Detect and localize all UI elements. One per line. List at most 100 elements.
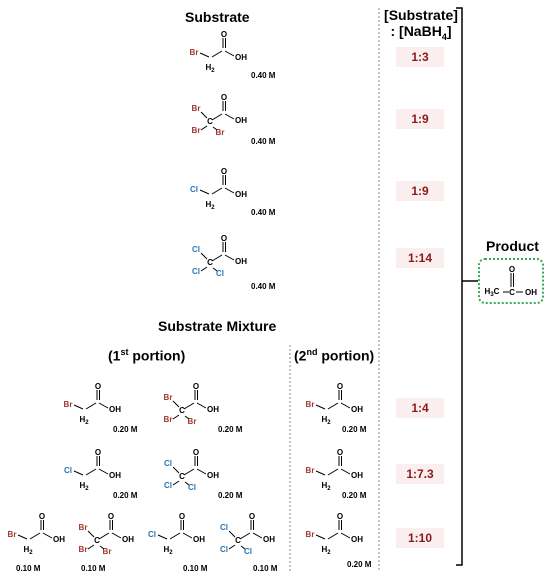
ratio-badge: 1:7.3	[396, 464, 444, 484]
bond-line	[183, 402, 195, 410]
bond-line	[211, 50, 223, 58]
oxygen-atom: O	[221, 234, 227, 243]
product-header: Product	[486, 238, 539, 254]
concentration-label: 0.20 M	[113, 491, 138, 500]
bond-line	[169, 532, 181, 540]
bond-line	[73, 404, 84, 410]
bond-line	[340, 402, 351, 409]
ratio-badge: 1:4	[396, 398, 444, 418]
carbon-atom: C	[235, 536, 241, 545]
concentration-label: 0.40 M	[251, 282, 276, 291]
halogen-atom: Cl	[220, 523, 228, 532]
halogen-atom: Br	[190, 48, 199, 57]
ratio-badge: 1:9	[396, 181, 444, 201]
oxygen-atom: O	[221, 30, 227, 39]
carbon-atom: C	[207, 117, 213, 126]
halogen-atom: Cl	[164, 481, 172, 490]
halogen-atom: Cl	[188, 483, 196, 492]
ratio-header: [Substrate] : [NaBH4]	[383, 7, 459, 45]
methylene-hydrogens: H2	[321, 415, 331, 426]
bond-line	[182, 532, 193, 539]
bond-line	[200, 266, 208, 272]
bond-line	[17, 534, 28, 540]
methyl-group: H3C	[485, 287, 500, 298]
methylene-hydrogens: H2	[205, 63, 215, 74]
ratio-badge: 1:3	[396, 47, 444, 67]
bond-line	[340, 532, 351, 539]
bromoacetic-acid-structure: O OH Br H2	[306, 382, 364, 426]
halogen-atom: Br	[192, 126, 201, 135]
halogen-atom: Cl	[164, 459, 172, 468]
oxygen-atom: O	[193, 448, 199, 457]
bond-line	[87, 544, 95, 550]
concentration-label: 0.40 M	[251, 71, 276, 80]
carbon-atom: C	[207, 258, 213, 267]
halogen-atom: Br	[306, 466, 315, 475]
bond-line	[42, 532, 53, 539]
oxygen-atom: O	[509, 265, 515, 274]
halogen-atom: Br	[192, 104, 201, 113]
halogen-atom: Cl	[192, 267, 200, 276]
bond-line	[172, 414, 180, 420]
hydroxyl-group: OH	[525, 288, 537, 297]
bond-line	[199, 52, 210, 58]
hydroxyl-group: OH	[109, 405, 121, 414]
concentration-label: 0.20 M	[342, 491, 367, 500]
halogen-atom: Br	[8, 530, 17, 539]
bond-line	[87, 530, 95, 538]
halogen-atom: Br	[64, 400, 73, 409]
ratio-badge: 1:14	[396, 248, 444, 268]
bromoacetic-acid-structure: O OH Br H2	[8, 512, 66, 556]
bond-line	[239, 532, 251, 540]
bond-line	[157, 534, 168, 540]
hydroxyl-group: OH	[207, 471, 219, 480]
bond-line	[172, 466, 180, 474]
hydroxyl-group: OH	[235, 190, 247, 199]
chloroacetic-acid-structure: O OH Cl H2	[190, 167, 247, 211]
methylene-hydrogens: H2	[321, 545, 331, 556]
bond-line	[252, 532, 263, 539]
mixture-header: Substrate Mixture	[158, 318, 277, 334]
hydroxyl-group: OH	[122, 535, 134, 544]
concentration-label: 0.10 M	[81, 564, 106, 573]
oxygen-atom: O	[95, 448, 101, 457]
bond-line	[224, 50, 235, 57]
oxygen-atom: O	[337, 448, 343, 457]
concentration-label: 0.10 M	[183, 564, 208, 573]
hydroxyl-group: OH	[235, 257, 247, 266]
oxygen-atom: O	[337, 512, 343, 521]
bond-line	[315, 404, 326, 410]
hydroxyl-group: OH	[351, 535, 363, 544]
methylene-hydrogens: H2	[321, 481, 331, 492]
bromoacetic-acid-structure: O OH Br H2	[306, 512, 364, 556]
carbon-atom: C	[94, 536, 100, 545]
bromoacetic-acid-structure: O OH Br H2	[190, 30, 248, 74]
bond-line	[212, 126, 218, 131]
oxygen-atom: O	[39, 512, 45, 521]
hydroxyl-group: OH	[235, 116, 247, 125]
bond-line	[212, 267, 218, 272]
concentration-label: 0.20 M	[218, 425, 243, 434]
halogen-atom: Cl	[190, 185, 198, 194]
carbon-atom: C	[179, 472, 185, 481]
halogen-atom: Br	[103, 547, 112, 556]
oxygen-atom: O	[193, 382, 199, 391]
halogen-atom: Cl	[220, 545, 228, 554]
bond-line	[172, 480, 180, 486]
bond-line	[224, 187, 235, 194]
halogen-atom: Cl	[64, 466, 72, 475]
methylene-hydrogens: H2	[205, 200, 215, 211]
bond-line	[85, 402, 97, 410]
second-portion-header: (2nd portion)	[294, 347, 375, 364]
bond-line	[196, 468, 207, 475]
bond-line	[327, 468, 339, 476]
oxygen-atom: O	[221, 167, 227, 176]
bond-line	[200, 252, 208, 260]
carbon-atom: C	[509, 288, 515, 297]
concentration-label: 0.20 M	[113, 425, 138, 434]
concentration-label: 0.20 M	[218, 491, 243, 500]
oxygen-atom: O	[249, 512, 255, 521]
